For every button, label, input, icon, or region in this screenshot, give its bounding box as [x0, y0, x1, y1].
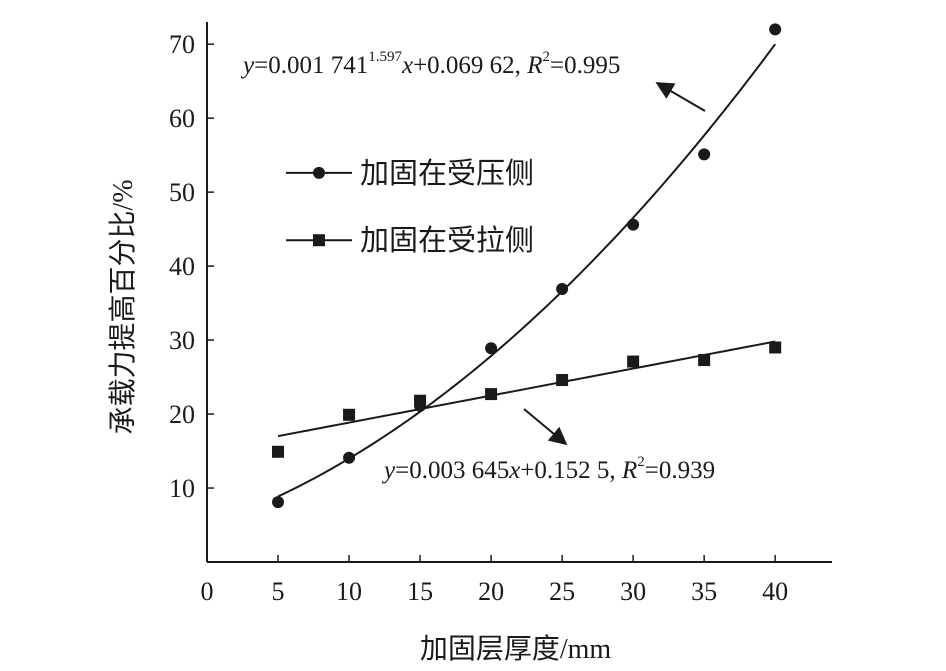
legend-marker-1 [313, 166, 325, 179]
data-point-s2-3 [414, 394, 427, 407]
fit-lines [277, 43, 776, 498]
data-point-s1-4 [485, 342, 498, 355]
data-point-s2-1 [272, 445, 285, 458]
data-point-s1-6 [627, 218, 640, 231]
data-point-s1-1 [272, 496, 285, 509]
x-tick-label: 15 [407, 577, 433, 606]
equation-arrow-2 [523, 408, 568, 446]
y-tick-label: 10 [169, 474, 195, 503]
annotations: y=0.001 7411.597x+0.069 62, R2=0.995 y=0.… [240, 49, 715, 484]
fit-line-2 [277, 340, 776, 438]
x-tick-label: 25 [549, 577, 575, 606]
data-point-s2-6 [627, 355, 640, 368]
y-tick-label: 40 [169, 252, 195, 281]
equation-arrow-1 [655, 82, 706, 112]
data-point-s1-2 [343, 451, 356, 464]
y-tick-label: 20 [169, 400, 195, 429]
x-tick-label: 5 [272, 577, 285, 606]
x-tick-label: 35 [691, 577, 717, 606]
x-tick-label: 0 [201, 577, 214, 606]
data-point-s2-8 [769, 341, 782, 354]
y-tick-label: 70 [169, 30, 195, 59]
y-tick-label: 50 [169, 178, 195, 207]
data-point-s2-2 [343, 408, 356, 421]
data-point-s2-5 [556, 374, 569, 387]
equation-1: y=0.001 7411.597x+0.069 62, R2=0.995 [240, 49, 620, 79]
x-tick-label: 10 [336, 577, 362, 606]
axes: 0 5 10 15 20 25 30 35 40 10 20 30 40 50 60 70 加固层厚度/mm 承载… [107, 22, 832, 665]
legend-marker-2 [313, 234, 325, 247]
legend-label-1: 加固在受压侧 [360, 157, 534, 190]
x-axis-title: 加固层厚度/mm [420, 633, 612, 665]
legend-label-2: 加固在受拉侧 [360, 224, 534, 257]
data-point-s2-4 [485, 388, 498, 401]
x-tick-label: 20 [478, 577, 504, 606]
data-point-s1-5 [556, 283, 569, 296]
fit-line-1 [277, 43, 776, 498]
equation-2: y=0.003 645x+0.152 5, R2=0.939 [381, 454, 715, 484]
data-point-s1-8 [769, 23, 782, 36]
data-markers [272, 23, 782, 509]
y-tick-label: 30 [169, 326, 195, 355]
y-tick-label: 60 [169, 104, 195, 133]
data-point-s2-7 [698, 354, 711, 367]
data-point-s1-7 [698, 148, 711, 161]
y-axis-title: 承载力提高百分比/% [107, 179, 139, 434]
x-tick-label: 30 [620, 577, 646, 606]
x-tick-label: 40 [762, 577, 788, 606]
